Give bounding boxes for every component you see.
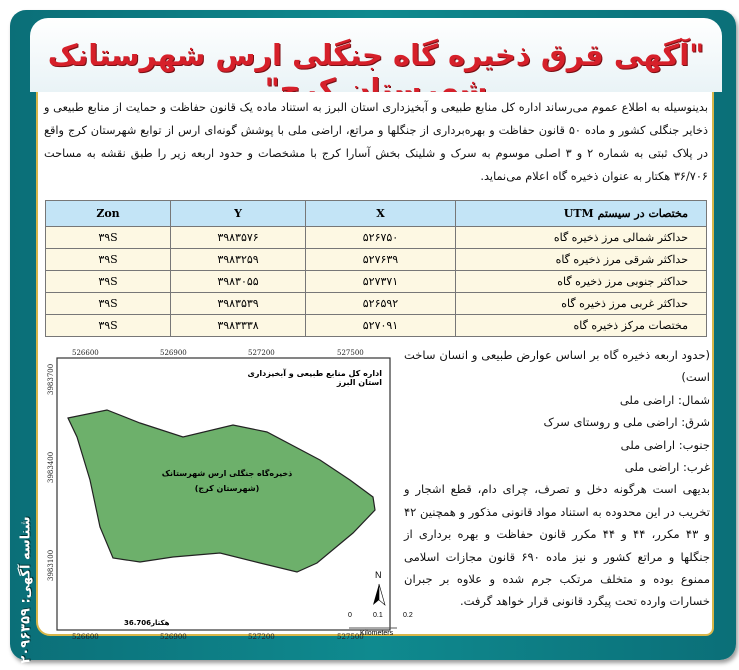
reserve-boundary-polygon xyxy=(67,409,376,573)
col-zone: Zon xyxy=(45,200,171,227)
x-tick-bottom: 527200 xyxy=(248,633,275,641)
ad-id-text: شناسه آگهی: ۲۰۹۶۳۵۹ xyxy=(18,516,34,664)
table-row: ۳۹S ۳۹۸۳۲۵۹ ۵۲۷۶۳۹ حداکثر شرقی مرز ذخیره گا… xyxy=(45,248,707,271)
cell-zone: ۳۹S xyxy=(45,270,171,293)
reserve-map: 526600 526900 527200 527500 526600 52690… xyxy=(42,343,413,643)
y-tick: 3983400 xyxy=(47,451,55,483)
legal-warning: بدیهی است هرگونه دخل و تصرف، چرای دام، ق… xyxy=(404,482,710,609)
cell-x: ۵۲۷۶۳۹ xyxy=(305,248,456,271)
col-y: Y xyxy=(170,200,306,227)
boundary-north: شمال: اراضی ملی xyxy=(619,392,710,407)
boundary-south: جنوب: اراضی ملی xyxy=(620,437,710,452)
cell-y: ۳۹۸۳۵۳۹ xyxy=(170,292,306,315)
cell-x: ۵۲۷۰۹۱ xyxy=(305,314,456,337)
map-canvas xyxy=(56,357,397,631)
scale-tick: 0 xyxy=(348,612,352,619)
map-label-city: (شهرستان کرج) xyxy=(194,484,260,493)
table-row: ۳۹S ۳۹۸۳۵۷۶ ۵۲۶۷۵۰ حداکثر شمالی مرز ذخیره گ… xyxy=(45,226,707,249)
col-desc: مختصات در سیستم UTM xyxy=(455,200,707,227)
map-header: اداره کل منابع طبیعی و آبخیزداری استان ا… xyxy=(247,369,382,387)
table-row: ۳۹S ۳۹۸۳۳۳۸ ۵۲۷۰۹۱ مختصات مرکز ذخیره گاه xyxy=(45,314,707,337)
col-x: X xyxy=(305,200,456,227)
cell-y: ۳۹۸۳۲۵۹ xyxy=(170,248,306,271)
x-tick-top: 526900 xyxy=(160,349,187,357)
boundary-east: شرق: اراضی ملی و روستای سرک xyxy=(543,415,710,430)
y-tick: 3983100 xyxy=(47,549,55,581)
y-tick: 3983700 xyxy=(47,363,55,395)
row-desc: حداکثر جنوبی مرز ذخیره گاه xyxy=(455,270,707,293)
table-row: ۳۹S ۳۹۸۳۰۵۵ ۵۲۷۳۷۱ حداکثر جنوبی مرز ذخیره گ… xyxy=(45,270,707,293)
scale-tick: 0.2 xyxy=(403,612,413,619)
north-arrow-icon xyxy=(373,584,379,605)
cell-zone: ۳۹S xyxy=(45,248,171,271)
x-tick-top: 527500 xyxy=(337,349,364,357)
map-area: 36.706هکتار xyxy=(124,619,170,627)
row-desc: حداکثر غربی مرز ذخیره گاه xyxy=(455,292,707,315)
table-row: ۳۹S ۳۹۸۳۵۳۹ ۵۲۶۵۹۲ حداکثر غربی مرز ذخیره گا… xyxy=(45,292,707,315)
north-label: N xyxy=(375,570,382,580)
boundaries-intro: (حدود اربعه ذخیره گاه بر اساس عوارض طبیع… xyxy=(404,348,710,385)
boundary-west: غرب: اراضی ملی xyxy=(624,460,710,475)
boundaries-section: (حدود اربعه ذخیره گاه بر اساس عوارض طبیع… xyxy=(404,344,710,613)
scale-tick: 0.1 xyxy=(373,612,383,619)
cell-x: ۵۲۶۵۹۲ xyxy=(305,292,456,315)
utm-table: Zon Y X مختصات در سیستم UTM ۳۹S ۳۹۸۳۵۷۶ ۵۲… xyxy=(45,200,707,337)
table-header-row: Zon Y X مختصات در سیستم UTM xyxy=(45,200,707,227)
row-desc: مختصات مرکز ذخیره گاه xyxy=(455,314,707,337)
x-tick-bottom: 527500 xyxy=(337,633,364,641)
scale-unit: Kilometers xyxy=(360,630,394,637)
notice-title: "آگهی قرق ذخیره گاه جنگلی ارس شهرستانک ش… xyxy=(47,38,705,106)
cell-zone: ۳۹S xyxy=(45,226,171,249)
row-desc: حداکثر شرقی مرز ذخیره گاه xyxy=(455,248,707,271)
cell-y: ۳۹۸۳۵۷۶ xyxy=(170,226,306,249)
cell-y: ۳۹۸۳۳۳۸ xyxy=(170,314,306,337)
cell-zone: ۳۹S xyxy=(45,314,171,337)
x-tick-top: 526600 xyxy=(72,349,99,357)
row-desc: حداکثر شمالی مرز ذخیره گاه xyxy=(455,226,707,249)
cell-x: ۵۲۶۷۵۰ xyxy=(305,226,456,249)
cell-y: ۳۹۸۳۰۵۵ xyxy=(170,270,306,293)
title-banner: "آگهی قرق ذخیره گاه جنگلی ارس شهرستانک ش… xyxy=(30,18,722,106)
cell-zone: ۳۹S xyxy=(45,292,171,315)
intro-paragraph: بدینوسیله به اطلاع عموم می‌رساند اداره ک… xyxy=(44,101,709,183)
x-tick-bottom: 526600 xyxy=(72,633,99,641)
x-tick-bottom: 526900 xyxy=(160,633,187,641)
map-label-name: ذخیره‌گاه جنگلی ارس شهرستانک xyxy=(161,469,293,478)
cell-x: ۵۲۷۳۷۱ xyxy=(305,270,456,293)
x-tick-top: 527200 xyxy=(248,349,275,357)
